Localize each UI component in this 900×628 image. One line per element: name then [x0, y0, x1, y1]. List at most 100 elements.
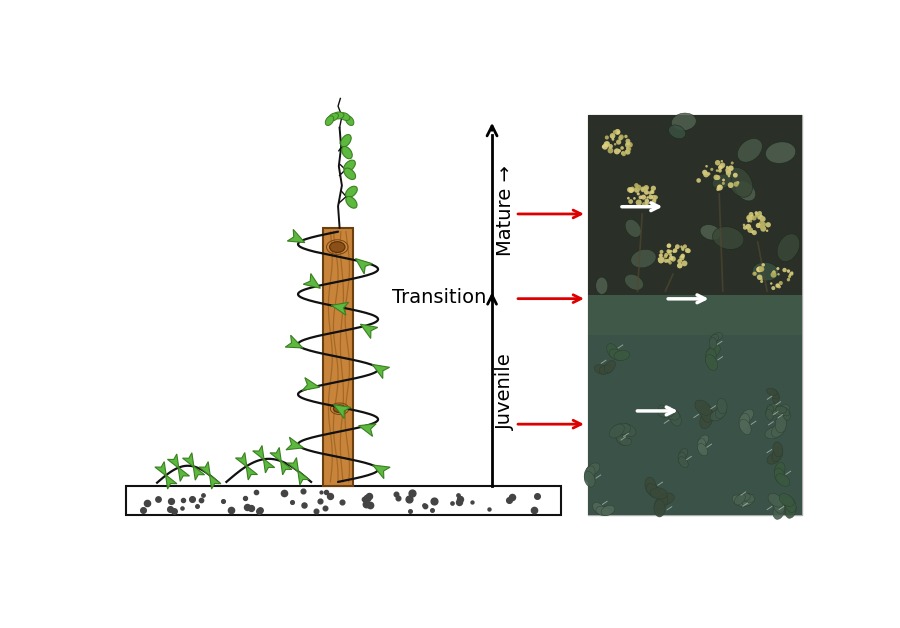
Circle shape [759, 221, 764, 227]
Circle shape [628, 148, 631, 151]
Polygon shape [360, 324, 378, 338]
Circle shape [789, 272, 794, 276]
Circle shape [752, 230, 754, 233]
Circle shape [716, 185, 723, 190]
Circle shape [626, 146, 630, 151]
Circle shape [770, 283, 772, 284]
Circle shape [756, 223, 761, 228]
Ellipse shape [620, 438, 632, 446]
Circle shape [614, 143, 617, 146]
Circle shape [654, 195, 658, 199]
Circle shape [630, 187, 635, 192]
Circle shape [702, 170, 707, 175]
Polygon shape [373, 465, 391, 479]
Ellipse shape [584, 472, 595, 487]
Circle shape [777, 284, 779, 287]
Ellipse shape [616, 431, 624, 443]
Circle shape [604, 141, 609, 147]
Ellipse shape [626, 219, 641, 237]
Ellipse shape [712, 333, 723, 341]
Circle shape [788, 273, 791, 276]
Circle shape [664, 259, 668, 263]
Circle shape [644, 198, 649, 203]
Circle shape [681, 248, 684, 251]
Circle shape [760, 216, 766, 222]
Ellipse shape [700, 225, 721, 240]
Circle shape [644, 190, 649, 195]
Text: Mature →: Mature → [497, 165, 516, 256]
Ellipse shape [679, 448, 688, 460]
Circle shape [659, 253, 663, 257]
Circle shape [629, 189, 633, 193]
Ellipse shape [785, 502, 796, 518]
Ellipse shape [601, 506, 615, 516]
Ellipse shape [609, 349, 624, 360]
Circle shape [634, 187, 640, 193]
Ellipse shape [654, 500, 665, 517]
Circle shape [703, 171, 709, 177]
Circle shape [670, 254, 672, 256]
Ellipse shape [664, 408, 680, 420]
Polygon shape [166, 475, 177, 489]
Circle shape [734, 181, 739, 187]
Circle shape [602, 144, 608, 149]
Circle shape [725, 170, 731, 176]
Polygon shape [331, 302, 348, 315]
Ellipse shape [346, 197, 357, 208]
Polygon shape [285, 335, 302, 348]
Circle shape [653, 198, 656, 202]
Ellipse shape [737, 139, 762, 162]
Circle shape [644, 185, 649, 190]
Ellipse shape [717, 398, 727, 414]
Circle shape [616, 131, 619, 134]
Ellipse shape [774, 468, 785, 484]
Polygon shape [199, 462, 211, 476]
Ellipse shape [339, 112, 350, 121]
Circle shape [626, 139, 630, 144]
Circle shape [778, 281, 783, 285]
Circle shape [749, 227, 753, 232]
Ellipse shape [737, 493, 751, 502]
Circle shape [620, 146, 624, 149]
Circle shape [635, 200, 642, 205]
Ellipse shape [709, 337, 716, 349]
Circle shape [749, 212, 753, 217]
Circle shape [758, 214, 760, 217]
Circle shape [685, 248, 689, 253]
Circle shape [669, 256, 673, 261]
Ellipse shape [766, 406, 773, 416]
Ellipse shape [768, 494, 783, 507]
Text: Transition: Transition [392, 288, 486, 306]
Ellipse shape [779, 407, 789, 416]
Polygon shape [356, 259, 373, 274]
Polygon shape [194, 466, 204, 480]
Ellipse shape [706, 349, 716, 365]
Ellipse shape [773, 502, 785, 519]
Circle shape [602, 145, 605, 148]
Circle shape [728, 182, 733, 188]
Circle shape [670, 250, 672, 252]
Circle shape [615, 129, 620, 135]
Circle shape [750, 217, 752, 220]
Ellipse shape [599, 365, 613, 374]
Circle shape [619, 134, 624, 139]
Circle shape [758, 214, 762, 219]
Circle shape [611, 135, 614, 139]
Ellipse shape [340, 134, 351, 147]
Circle shape [616, 139, 621, 144]
Circle shape [673, 248, 678, 253]
Polygon shape [210, 475, 220, 489]
Circle shape [641, 188, 644, 191]
Bar [126, 486, 562, 515]
Ellipse shape [739, 420, 752, 435]
Circle shape [731, 161, 734, 165]
Circle shape [627, 197, 630, 200]
Circle shape [778, 285, 781, 288]
Circle shape [707, 172, 710, 176]
Polygon shape [298, 470, 310, 485]
Circle shape [617, 149, 621, 153]
Bar [589, 115, 803, 295]
Ellipse shape [772, 447, 783, 462]
Circle shape [725, 166, 729, 169]
Circle shape [745, 224, 751, 230]
